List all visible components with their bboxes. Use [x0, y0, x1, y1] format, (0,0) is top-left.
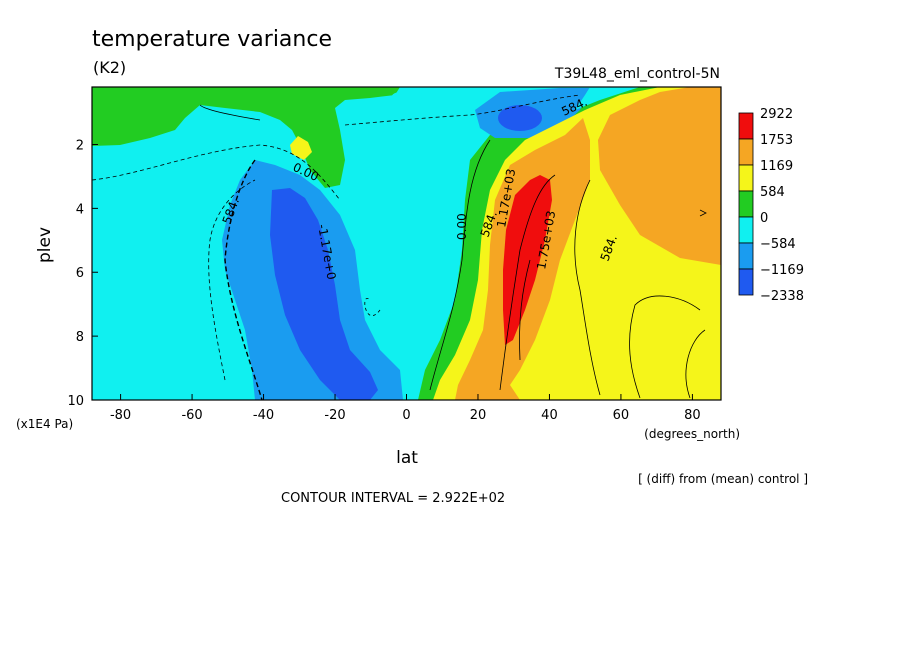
colorbar-swatch: [738, 216, 754, 244]
contour-label: 0.00: [455, 213, 469, 240]
y-tick-label: 2: [76, 138, 84, 153]
x-axis-ticks: -80 -60 -40 -20 0 20 40 60 80: [110, 394, 701, 423]
x-tick-label: 0: [402, 408, 410, 423]
fill-cyan-pocket: [392, 91, 424, 101]
colorbar: 2922 1753 1169 584 0 −584 −1169 −2338: [738, 107, 804, 304]
x-axis-unit: (degrees_north): [644, 427, 740, 441]
y-tick-label: 10: [67, 394, 84, 409]
x-tick-label: 20: [470, 408, 487, 423]
colorbar-label: 2922: [760, 107, 793, 122]
chart-units: (K2): [93, 58, 126, 77]
x-tick-label: 40: [541, 408, 558, 423]
plot-area: [92, 87, 721, 400]
y-tick-label: 4: [76, 202, 84, 217]
colorbar-label: 0: [760, 211, 768, 226]
diff-note: [ (diff) from (mean) control ]: [638, 472, 808, 486]
colorbar-swatch: [738, 112, 754, 140]
x-tick-label: 80: [684, 408, 701, 423]
fill-red-core: [503, 175, 552, 345]
colorbar-swatch: [738, 268, 754, 296]
fill-darkblue-left: [270, 188, 378, 400]
colorbar-swatch: [738, 138, 754, 166]
colorbar-label: 1753: [760, 133, 793, 148]
y-tick-label: 8: [76, 330, 84, 345]
x-tick-label: -40: [253, 408, 274, 423]
contour-lines: [92, 94, 707, 400]
colorbar-label: −2338: [760, 289, 804, 304]
colorbar-swatch: [738, 164, 754, 192]
fill-yellow-blob: [290, 136, 312, 160]
fill-cyan-upper-right: [575, 87, 640, 110]
run-label: T39L48_eml_control-5N: [554, 66, 720, 82]
x-tick-label: 60: [613, 408, 630, 423]
y-axis-unit: (x1E4 Pa): [16, 417, 73, 431]
x-tick-label: -20: [324, 408, 345, 423]
colorbar-label: 584: [760, 185, 785, 200]
colorbar-label: 1169: [760, 159, 793, 174]
colorbar-swatch: [738, 190, 754, 218]
colorbar-label: −584: [760, 237, 796, 252]
y-axis-ticks: 2 4 6 8 10: [67, 138, 98, 409]
fill-green-upper: [92, 87, 400, 188]
fill-blue-core-upper-right: [498, 105, 542, 131]
x-tick-label: -80: [110, 408, 131, 423]
colorbar-swatch: [738, 242, 754, 270]
contour-interval: CONTOUR INTERVAL = 2.922E+02: [281, 491, 505, 506]
chart-title: temperature variance: [92, 27, 332, 52]
y-tick-label: 6: [76, 266, 84, 281]
fill-orange-right-lobe: [598, 87, 721, 265]
x-tick-label: -60: [181, 408, 202, 423]
x-axis-label: lat: [396, 448, 418, 468]
colorbar-label: −1169: [760, 263, 804, 278]
y-axis-label: plev: [35, 227, 55, 263]
